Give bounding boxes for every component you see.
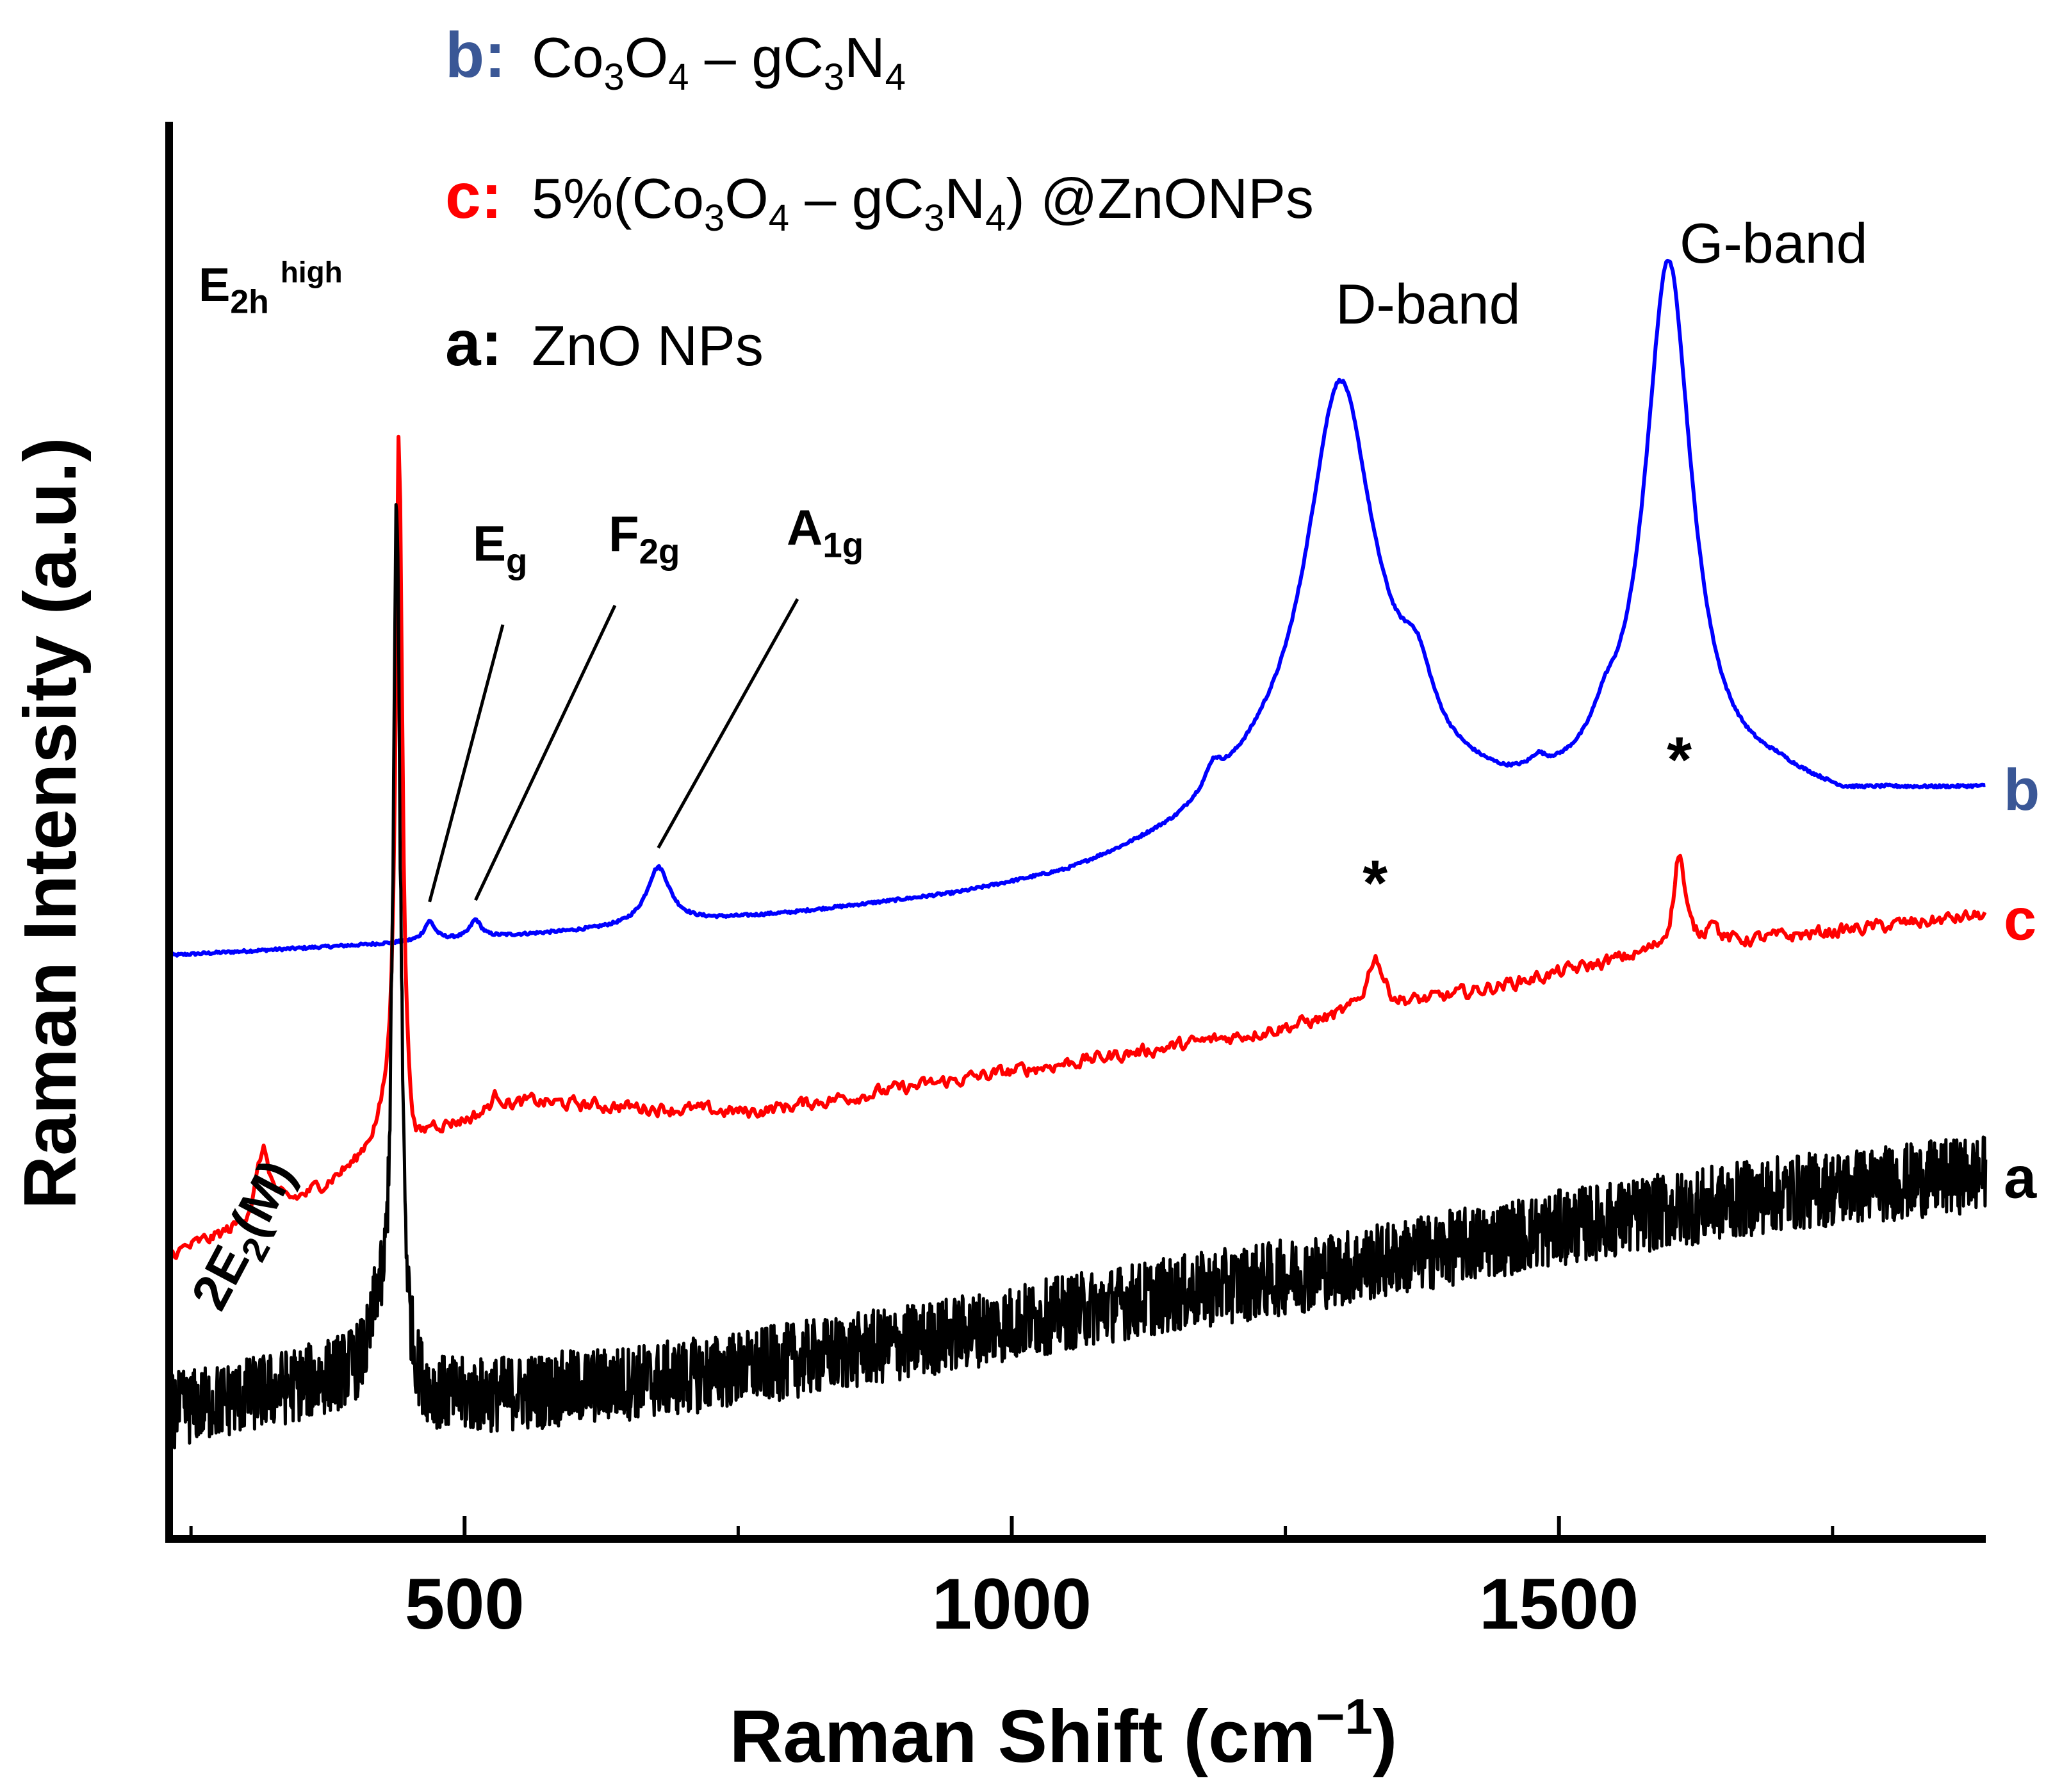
labels: Raman Shift (cm−1) Raman Intensity (a.u.)… [8,19,1868,1778]
legend-key: c: [445,160,502,232]
axes [165,122,1986,1543]
x-tick-label: 1500 [1479,1564,1639,1644]
annotation-asterisk: * [1667,724,1692,796]
series-b-end-label: b [2004,757,2040,823]
annotation-a1g-leader-line [657,598,799,849]
x-axis-title: Raman Shift (cm−1) [730,1688,1398,1778]
legend-entry-a: a: ZnO NPs [445,308,764,379]
legend-entry-b: b: Co3O4 – gC3N4 [445,19,906,98]
series-layer: bc a [167,258,2040,1450]
legend-formula: Co3O4 – gC3N4 [532,26,906,98]
legend-formula: 5%(Co3O4 – gC3N4) @ZnONPs [532,167,1314,239]
legend-entry-c: c: 5%(Co3O4 – gC3N4) @ZnONPs [445,160,1314,239]
legend-formula: ZnO NPs [532,314,764,377]
annotation-asterisk: * [1362,847,1387,919]
annotation-e2h-high: E2hhigh [199,255,343,320]
series-b-line [168,258,1986,958]
x-tick-label: 500 [405,1564,525,1644]
x-ticks: 500 1000 1500 [189,1516,1835,1644]
series-a-end-label: a [2004,1146,2037,1211]
annotation-f2g: F2g [609,506,680,571]
series-a-line [167,503,1988,1450]
legend-key: b: [445,19,505,91]
annotation-eg-leader-line [428,624,505,903]
annotation-a1g: A1g [787,499,863,565]
series-c-line [168,434,1987,1260]
x-tick-label: 1000 [932,1564,1092,1644]
annotation-f2g-leader-line [474,604,617,901]
series-c-end-label: c [2004,887,2036,952]
annotation-eg: Eg [473,515,527,581]
annotation-d-band: D-band [1336,272,1521,336]
y-axis-title: Raman Intensity (a.u.) [8,437,92,1209]
legend-key: a: [445,308,502,379]
annotation-g-band: G-band [1680,211,1868,275]
